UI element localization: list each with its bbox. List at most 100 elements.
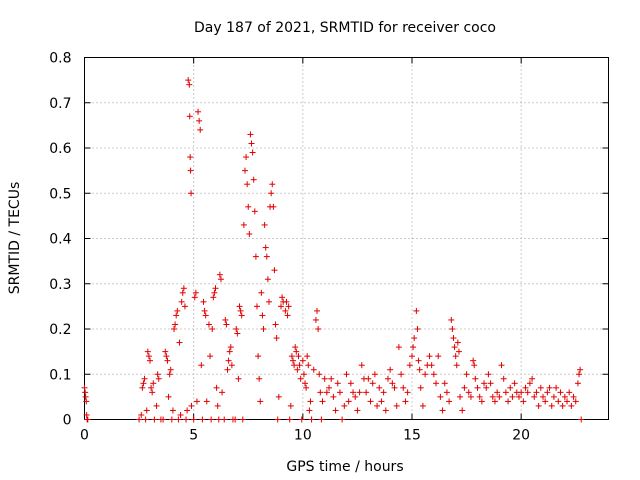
- data-point: [163, 353, 170, 360]
- data-point: [548, 402, 555, 409]
- data-point: [150, 380, 157, 387]
- data-point: [251, 208, 258, 215]
- data-point: [463, 371, 470, 378]
- data-point: [222, 316, 229, 323]
- data-point: [365, 375, 372, 382]
- data-point: [212, 285, 219, 292]
- data-point: [250, 176, 257, 183]
- data-point: [307, 398, 314, 405]
- data-point: [248, 140, 255, 147]
- data-point: [196, 117, 203, 124]
- data-point: [354, 407, 361, 414]
- data-point: [326, 384, 333, 391]
- data-point: [409, 353, 415, 360]
- chart-title: Day 187 of 2021, SRMTID for receiver coc…: [194, 20, 496, 36]
- data-point: [233, 326, 240, 332]
- data-point: [435, 353, 442, 360]
- data-point: [437, 393, 444, 400]
- data-point: [374, 402, 381, 409]
- data-point: [544, 389, 551, 396]
- data-point: [175, 416, 182, 423]
- data-point: [316, 371, 323, 378]
- data-point: [500, 375, 507, 382]
- data-point: [273, 335, 280, 342]
- data-point: [247, 131, 254, 138]
- data-point: [278, 303, 284, 310]
- data-point: [172, 321, 179, 328]
- data-point: [330, 393, 337, 400]
- y-tick-label: 0.8: [49, 51, 71, 67]
- data-point: [81, 384, 88, 391]
- data-point: [199, 416, 206, 423]
- data-point: [391, 384, 398, 391]
- data-point: [509, 393, 516, 400]
- data-point: [481, 380, 488, 387]
- data-point: [454, 339, 461, 346]
- data-point: [151, 416, 158, 423]
- data-point: [176, 339, 183, 346]
- data-point: [232, 416, 239, 423]
- data-point: [274, 416, 281, 423]
- data-point: [564, 398, 571, 405]
- data-point: [292, 344, 299, 351]
- y-tick-label: 0.4: [49, 232, 71, 248]
- y-tick-label: 0.3: [49, 277, 71, 293]
- data-point: [470, 357, 477, 364]
- data-point: [275, 393, 282, 400]
- data-point: [302, 380, 309, 387]
- data-point: [572, 398, 579, 405]
- data-point: [531, 393, 538, 400]
- data-point: [384, 375, 391, 382]
- data-point: [256, 375, 263, 382]
- data-point: [461, 384, 468, 391]
- data-point: [195, 108, 202, 115]
- data-point: [369, 380, 376, 387]
- data-point: [169, 407, 176, 414]
- data-point: [235, 375, 242, 382]
- data-point: [193, 398, 200, 405]
- data-point: [459, 407, 466, 414]
- data-point: [491, 398, 498, 405]
- data-point: [174, 307, 181, 314]
- data-point: [223, 321, 230, 328]
- data-point: [166, 371, 173, 378]
- data-point: [566, 389, 573, 396]
- data-point: [269, 181, 276, 188]
- data-point: [83, 398, 90, 405]
- data-point: [241, 167, 248, 174]
- data-point: [314, 307, 321, 314]
- data-point: [343, 371, 350, 378]
- data-point: [162, 348, 169, 355]
- x-tick-label: 0: [80, 428, 89, 444]
- x-tick-label: 20: [512, 428, 530, 444]
- data-point: [165, 393, 172, 400]
- data-point: [529, 375, 536, 382]
- data-point: [262, 244, 269, 251]
- data-point: [378, 398, 385, 405]
- data-point: [82, 393, 89, 400]
- data-point: [258, 289, 265, 296]
- data-point: [496, 393, 503, 400]
- data-point: [347, 380, 354, 387]
- data-point: [411, 335, 418, 342]
- data-point: [226, 348, 233, 355]
- data-point: [451, 344, 458, 351]
- data-point: [144, 348, 151, 355]
- data-point: [190, 416, 197, 423]
- data-point: [323, 389, 330, 396]
- data-point: [203, 398, 210, 405]
- data-point: [296, 362, 303, 369]
- data-point: [415, 357, 422, 364]
- data-point: [240, 221, 247, 228]
- data-point: [465, 389, 472, 396]
- data-point: [249, 149, 256, 156]
- data-point: [177, 411, 184, 418]
- data-point: [507, 384, 514, 391]
- data-point: [140, 380, 147, 387]
- data-point: [449, 326, 456, 332]
- data-point: [298, 416, 305, 423]
- data-point: [416, 366, 423, 373]
- data-point: [293, 348, 300, 355]
- data-point: [253, 303, 260, 310]
- data-point: [213, 384, 220, 391]
